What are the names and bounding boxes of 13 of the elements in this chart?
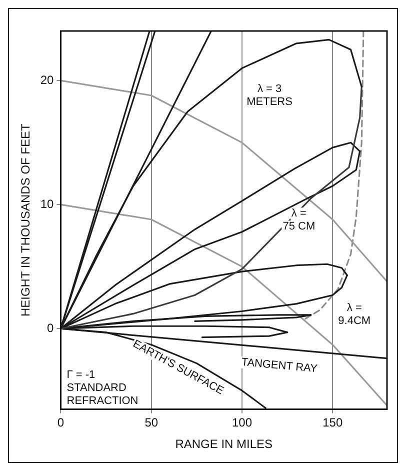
y-tick-label: 0 xyxy=(47,320,54,335)
y-axis-title: HEIGHT IN THOUSANDS OF FEET xyxy=(18,122,33,317)
annotation: λ = 3 METERS xyxy=(246,82,292,108)
y-tick-label: 20 xyxy=(40,72,54,87)
annotation: λ = 75 CM xyxy=(282,208,316,233)
x-tick-label: 50 xyxy=(144,416,158,430)
x-tick-label: 100 xyxy=(232,416,252,430)
y-tick-label: 10 xyxy=(40,196,54,211)
annotation: TANGENT RAY xyxy=(240,356,319,376)
annotation: λ = 9.4CM xyxy=(338,302,371,328)
x-axis-title: RANGE IN MILES xyxy=(175,437,273,452)
x-tick-label: 0 xyxy=(57,416,64,430)
x-tick-label: 150 xyxy=(322,416,343,430)
